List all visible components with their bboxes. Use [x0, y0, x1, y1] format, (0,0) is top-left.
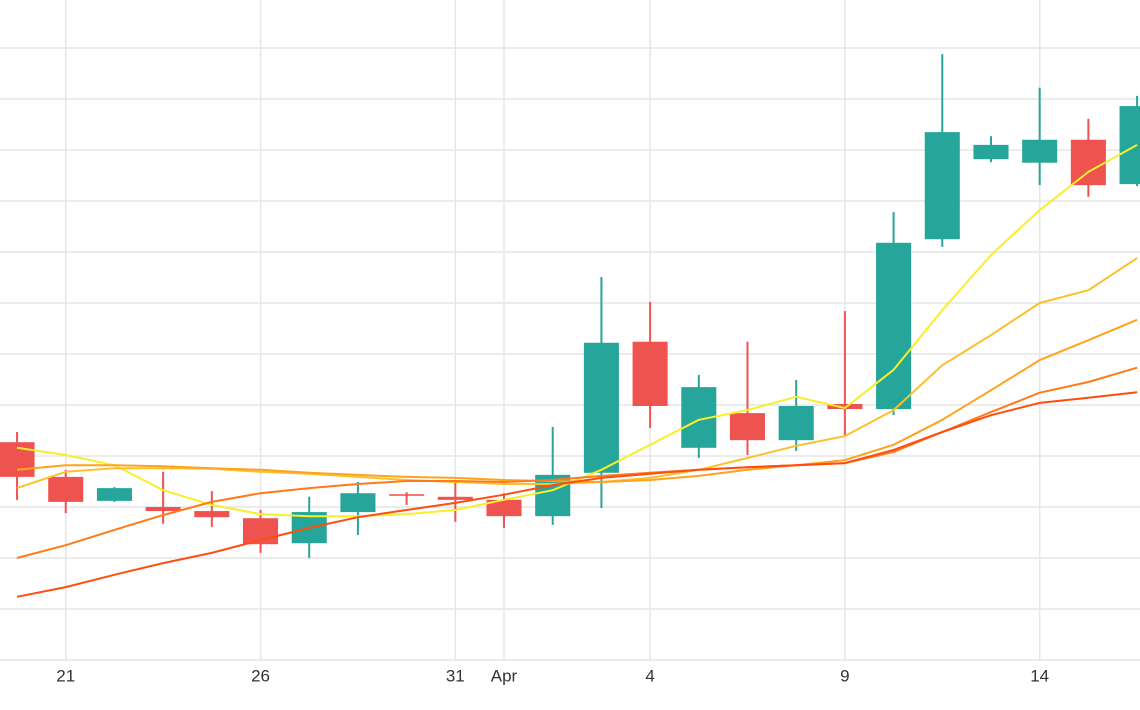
candle-body — [437, 496, 473, 500]
x-tick-label: 26 — [251, 666, 270, 685]
candle-body — [1022, 139, 1058, 163]
candle-body — [876, 242, 912, 410]
candle-body — [1119, 106, 1140, 185]
moving-average-line — [16, 391, 1138, 598]
candle-body — [194, 511, 230, 518]
x-tick-label: 9 — [840, 666, 849, 685]
x-tick-label: 21 — [56, 666, 75, 685]
candle-body — [924, 132, 960, 240]
candle-body — [729, 413, 766, 441]
moving-average-line — [16, 257, 1138, 490]
candle-body — [1070, 139, 1106, 186]
candle-body — [96, 488, 132, 501]
x-tick-label: 31 — [446, 666, 465, 685]
candle-body — [340, 493, 376, 513]
candle-body — [145, 506, 181, 512]
candle-body — [973, 144, 1009, 160]
candle-body — [48, 476, 84, 502]
x-tick-label: 4 — [645, 666, 654, 685]
candle-body — [632, 341, 668, 406]
x-tick-label: Apr — [491, 666, 518, 685]
moving-average-line — [16, 144, 1138, 518]
candle-body — [583, 342, 619, 473]
candle-body — [778, 405, 814, 441]
moving-average-line — [16, 366, 1138, 559]
x-tick-label: 14 — [1030, 666, 1049, 685]
candle-body — [486, 499, 522, 517]
candle-body — [827, 403, 863, 410]
candle-body — [389, 494, 425, 496]
moving-average-line — [16, 318, 1138, 483]
